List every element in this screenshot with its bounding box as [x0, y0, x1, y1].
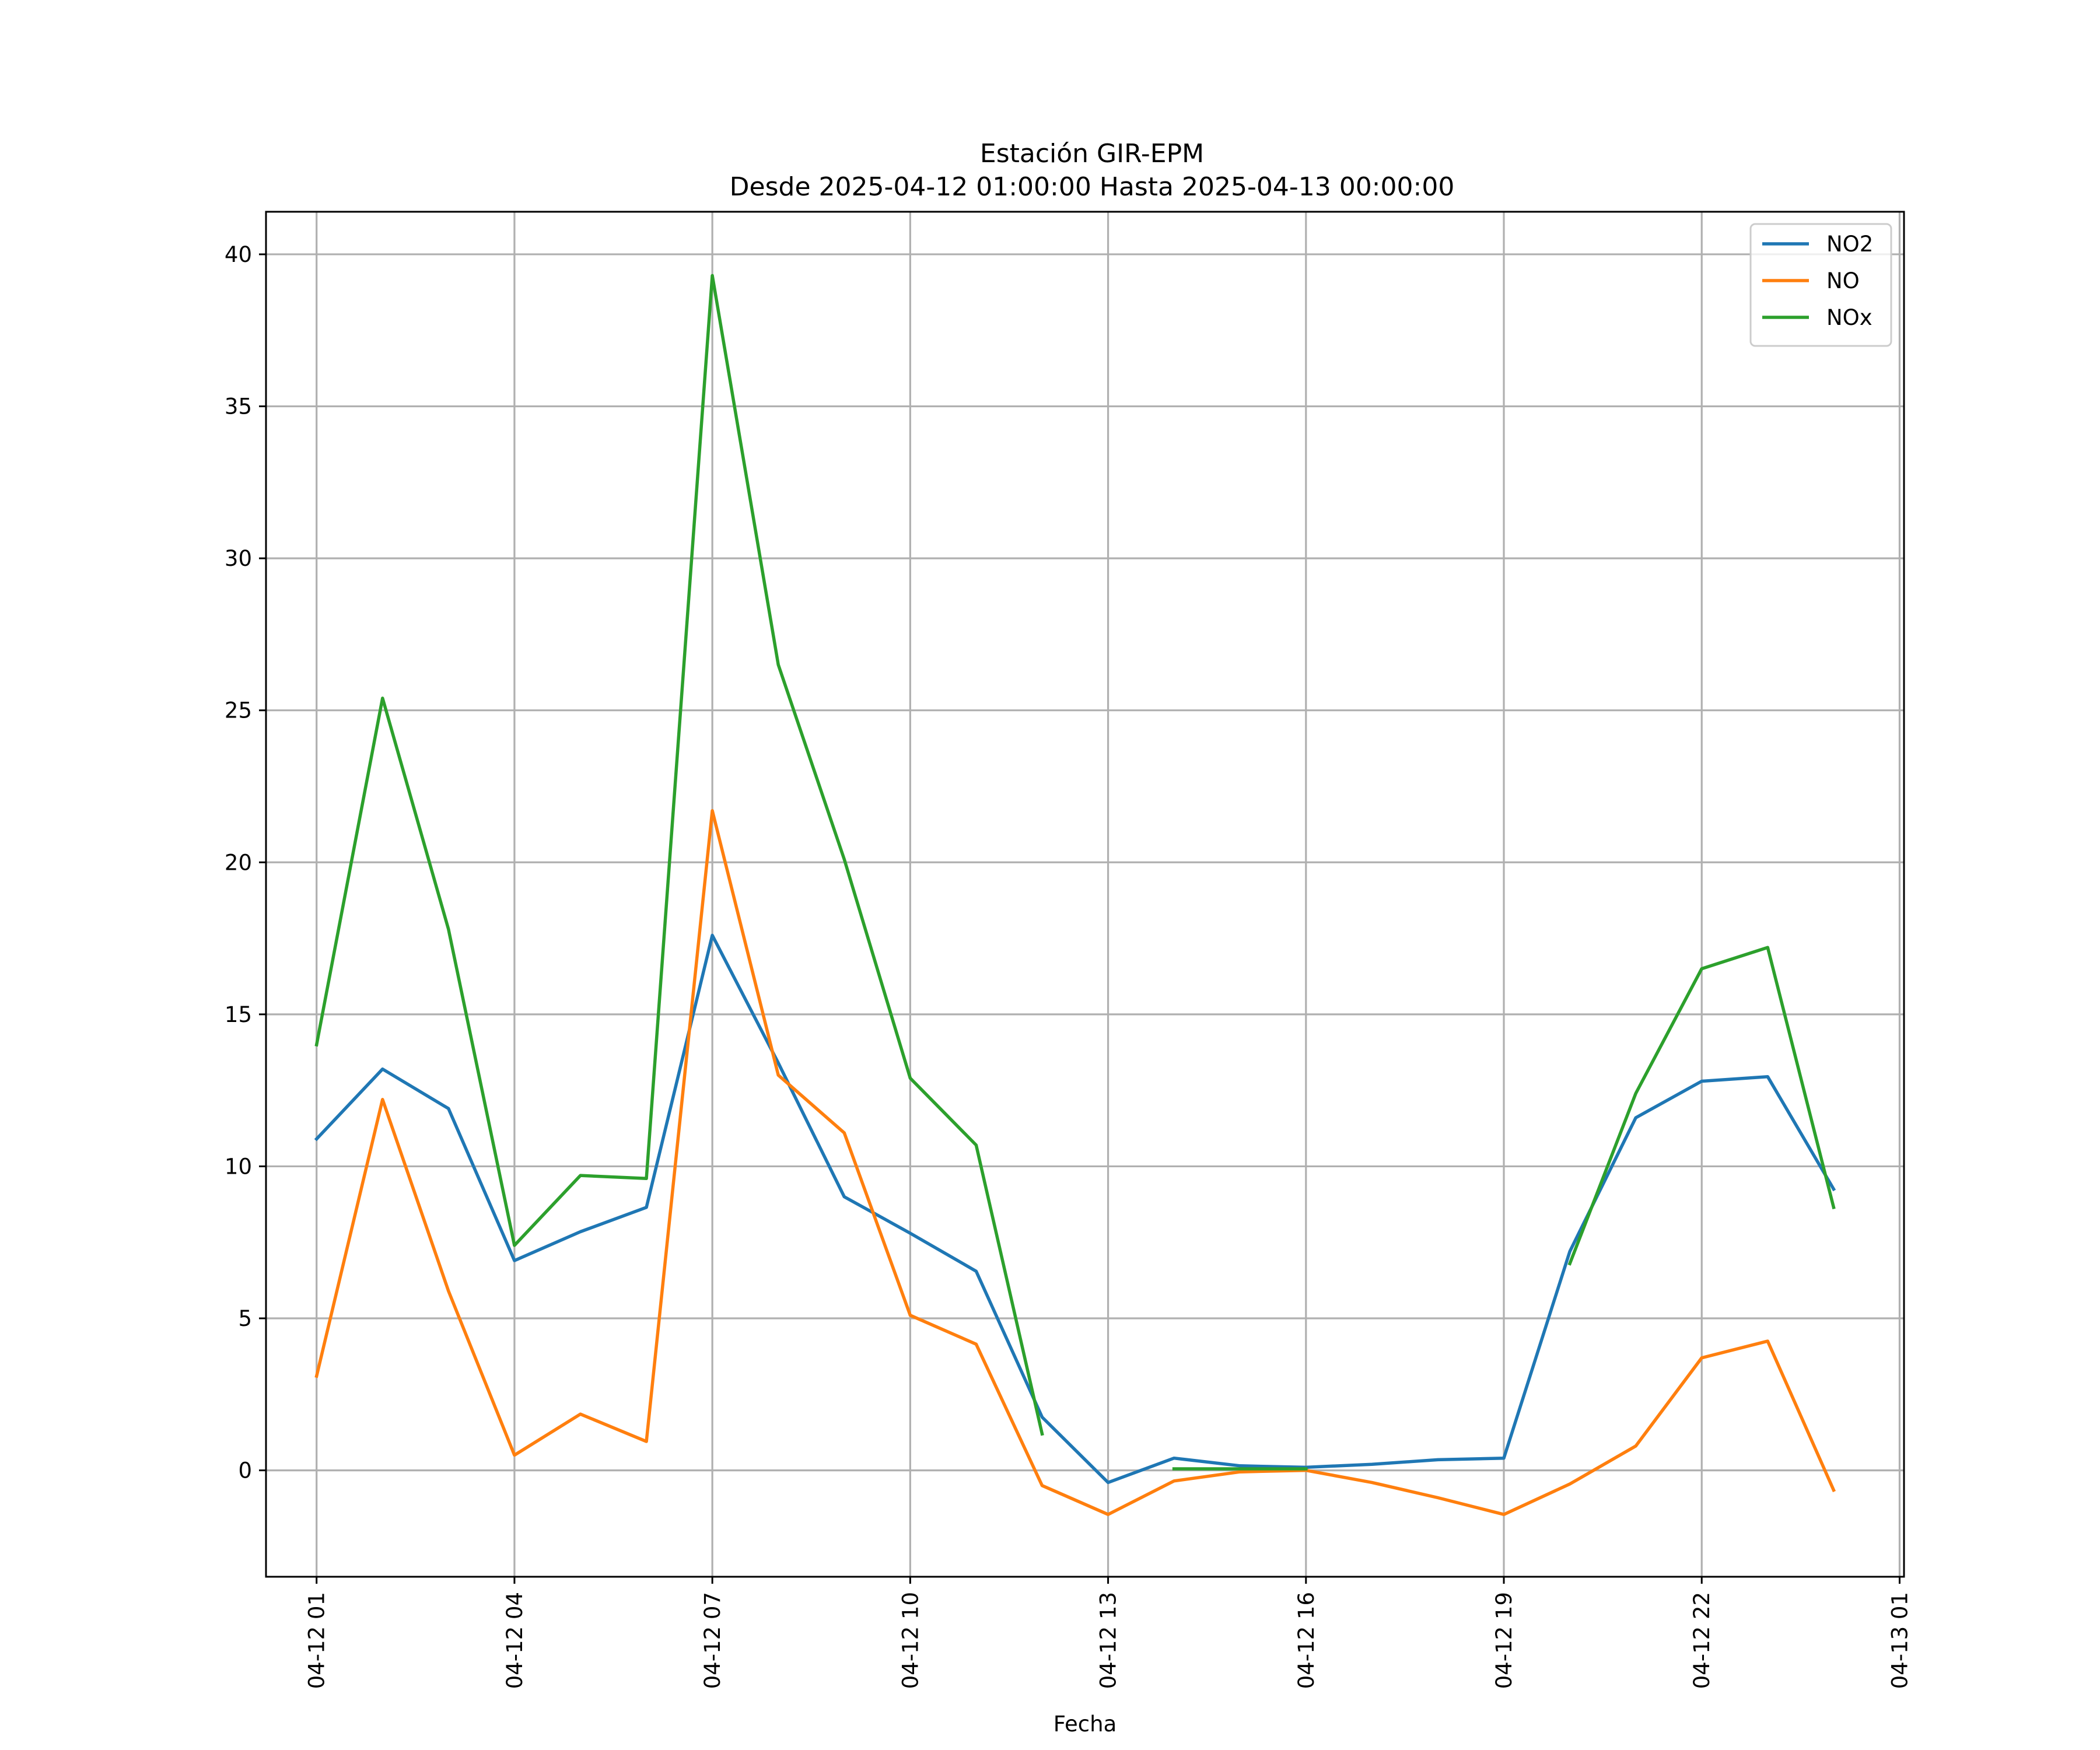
chart-subtitle: Desde 2025-04-12 01:00:00 Hasta 2025-04-…	[730, 172, 1455, 202]
x-tick-label: 04-13 01	[1887, 1592, 1912, 1689]
chart-title: Estación GIR-EPM	[980, 139, 1204, 169]
y-tick-label: 5	[238, 1306, 252, 1331]
y-tick-label: 40	[225, 242, 252, 267]
x-tick-label: 04-12 07	[700, 1592, 725, 1689]
x-tick-label: 04-12 16	[1294, 1592, 1319, 1689]
y-tick-label: 25	[225, 698, 252, 723]
legend-label-nox: NOx	[1826, 305, 1873, 330]
x-tick-label: 04-12 01	[304, 1592, 330, 1689]
legend-frame	[1749, 223, 1892, 347]
x-tick-label: 04-12 04	[502, 1592, 527, 1689]
x-tick-label: 04-12 22	[1689, 1592, 1714, 1689]
legend: NO2 NO NOx	[1749, 223, 1892, 347]
series-line-nox	[314, 274, 1836, 1471]
legend-label-no: NO	[1826, 268, 1860, 293]
grid	[266, 212, 1904, 1577]
ticks: 04-12 01 04-12 04 04-12 07 04-12 10 04-12 13…	[225, 242, 1913, 1689]
series-line-no	[314, 808, 1836, 1516]
y-tick-label: 35	[225, 394, 252, 419]
y-tick-label: 30	[225, 546, 252, 571]
x-tick-label: 04-12 19	[1492, 1592, 1517, 1689]
series-line-no2	[314, 933, 1836, 1485]
y-tick-label: 10	[225, 1154, 252, 1179]
x-axis-label: Fecha	[1054, 1712, 1117, 1737]
y-tick-label: 20	[225, 850, 252, 875]
y-tick-label: 0	[238, 1458, 252, 1483]
x-tick-label: 04-12 10	[898, 1592, 923, 1689]
legend-label-no2: NO2	[1826, 232, 1873, 257]
series-layer	[314, 274, 1836, 1516]
y-tick-label: 15	[225, 1002, 252, 1027]
plot-frame	[265, 211, 1905, 1578]
x-tick-label: 04-12 13	[1096, 1592, 1121, 1689]
